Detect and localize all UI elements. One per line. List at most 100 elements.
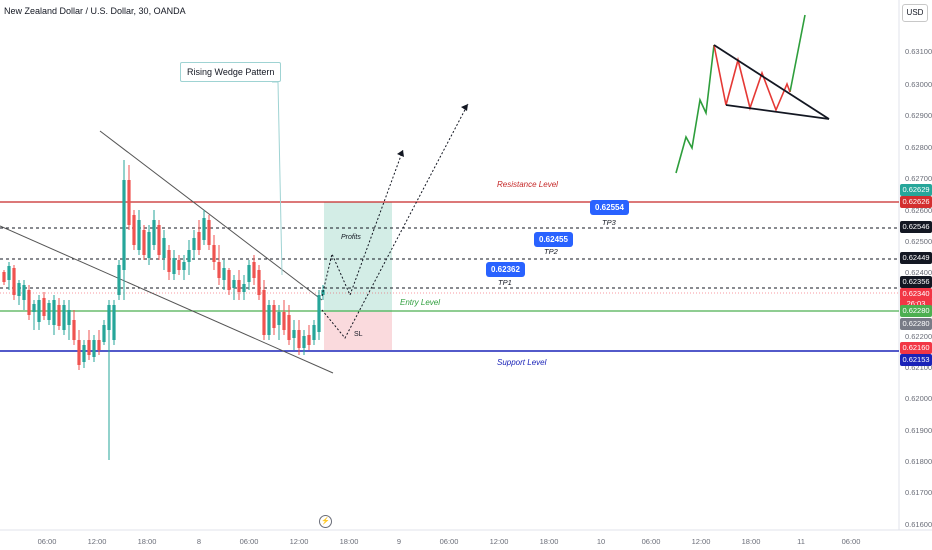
- candle-body: [32, 304, 36, 312]
- candle-body: [227, 270, 231, 290]
- time-tick: 18:00: [539, 537, 559, 546]
- time-tick: 06:00: [37, 537, 57, 546]
- price-tick: 0.61700: [905, 488, 932, 497]
- candle-body: [282, 312, 286, 330]
- time-tick: 12:00: [289, 537, 309, 546]
- candle-body: [2, 272, 6, 282]
- schematic-red-zigzag: [713, 44, 791, 113]
- candle-body: [312, 325, 316, 340]
- candle-body: [207, 220, 211, 245]
- candle-body: [57, 305, 61, 326]
- price-badge: 0.62626: [900, 196, 932, 208]
- candle-body: [197, 232, 201, 250]
- price-tick: 0.62200: [905, 332, 932, 341]
- time-tick: 12:00: [691, 537, 711, 546]
- candle-body: [22, 285, 26, 300]
- tp1-price-tag[interactable]: 0.62362: [486, 262, 525, 277]
- entry-label: Entry Level: [400, 298, 441, 307]
- candle-body: [182, 262, 186, 270]
- price-tick: 0.61900: [905, 426, 932, 435]
- price-badge: 0.62356: [900, 276, 932, 288]
- candle-body: [307, 335, 311, 345]
- price-tick: 0.62800: [905, 143, 932, 152]
- currency-button[interactable]: USD: [902, 4, 928, 22]
- candle-body: [287, 315, 291, 340]
- candle-body: [157, 225, 161, 255]
- projected-path-2: [321, 103, 469, 339]
- candle-body: [72, 320, 76, 340]
- projected-path-1: [321, 149, 404, 297]
- candle-body: [12, 268, 16, 295]
- schematic-wedge-bottom: [725, 104, 830, 120]
- candle-body: [97, 340, 101, 350]
- candle-body: [262, 290, 266, 335]
- time-tick: 11: [797, 537, 805, 546]
- tp2-label: TP2: [544, 247, 558, 256]
- price-tick: 0.62400: [905, 268, 932, 277]
- candle-body: [317, 295, 321, 332]
- candle-body: [147, 232, 151, 258]
- tp2-price-tag[interactable]: 0.62455: [534, 232, 573, 247]
- stop-loss-zone: [324, 312, 392, 350]
- candle-body: [37, 300, 41, 322]
- price-tick: 0.63000: [905, 80, 932, 89]
- candle-body: [217, 262, 221, 278]
- candle-body: [62, 305, 66, 330]
- candle-body: [47, 303, 51, 320]
- candle-body: [192, 238, 196, 250]
- sl-label: SL: [354, 331, 363, 338]
- price-tick: 0.63100: [905, 47, 932, 56]
- price-badge: 0.62280: [900, 318, 932, 330]
- candle-body: [162, 238, 166, 258]
- time-tick: 18:00: [741, 537, 761, 546]
- candle-body: [27, 290, 31, 315]
- candle-body: [177, 260, 181, 270]
- schematic-wedge-top: [713, 44, 830, 120]
- candle-body: [321, 290, 325, 295]
- candle-body: [237, 280, 241, 292]
- price-tick: 0.62600: [905, 206, 932, 215]
- candle-body: [272, 305, 276, 328]
- price-badge: 0.62153: [900, 354, 932, 366]
- candle-body: [67, 310, 71, 325]
- candle-body: [267, 305, 271, 335]
- candle-body: [252, 262, 256, 278]
- tp1-label: TP1: [498, 278, 512, 287]
- price-tick: 0.62000: [905, 394, 932, 403]
- arrow-head-1: [397, 150, 404, 157]
- pattern-label[interactable]: Rising Wedge Pattern: [180, 62, 282, 82]
- time-tick: 06:00: [439, 537, 459, 546]
- price-tick: 0.62700: [905, 174, 932, 183]
- time-tick: 06:00: [239, 537, 259, 546]
- time-tick: 12:00: [87, 537, 107, 546]
- candle-body: [277, 312, 281, 325]
- price-tick: 0.61600: [905, 520, 932, 529]
- price-tick: 0.61800: [905, 457, 932, 466]
- candle-body: [222, 268, 226, 280]
- price-badge: 0.62280: [900, 305, 932, 317]
- candle-body: [102, 325, 106, 342]
- candle-body: [92, 340, 96, 357]
- candle-body: [137, 220, 141, 250]
- candle-body: [87, 340, 91, 355]
- profits-label: Profits: [341, 234, 361, 241]
- time-tick: 12:00: [489, 537, 509, 546]
- candle-body: [7, 266, 11, 280]
- candle-body: [297, 330, 301, 348]
- candle-body: [247, 265, 251, 282]
- price-badge: 0.62160: [900, 342, 932, 354]
- candle-body: [107, 305, 111, 330]
- time-tick: 06:00: [841, 537, 861, 546]
- profit-zone: [324, 202, 392, 312]
- candle-body: [122, 180, 126, 270]
- time-tick: 06:00: [641, 537, 661, 546]
- symbol-title: New Zealand Dollar / U.S. Dollar, 30, OA…: [4, 6, 186, 16]
- resistance-label: Resistance Level: [497, 180, 558, 189]
- candle-body: [42, 298, 46, 316]
- price-badge: 0.62340: [900, 288, 932, 300]
- candle-body: [202, 218, 206, 240]
- price-tick: 0.62500: [905, 237, 932, 246]
- tp3-price-tag[interactable]: 0.62554: [590, 200, 629, 215]
- lightning-icon[interactable]: ⚡: [319, 515, 332, 528]
